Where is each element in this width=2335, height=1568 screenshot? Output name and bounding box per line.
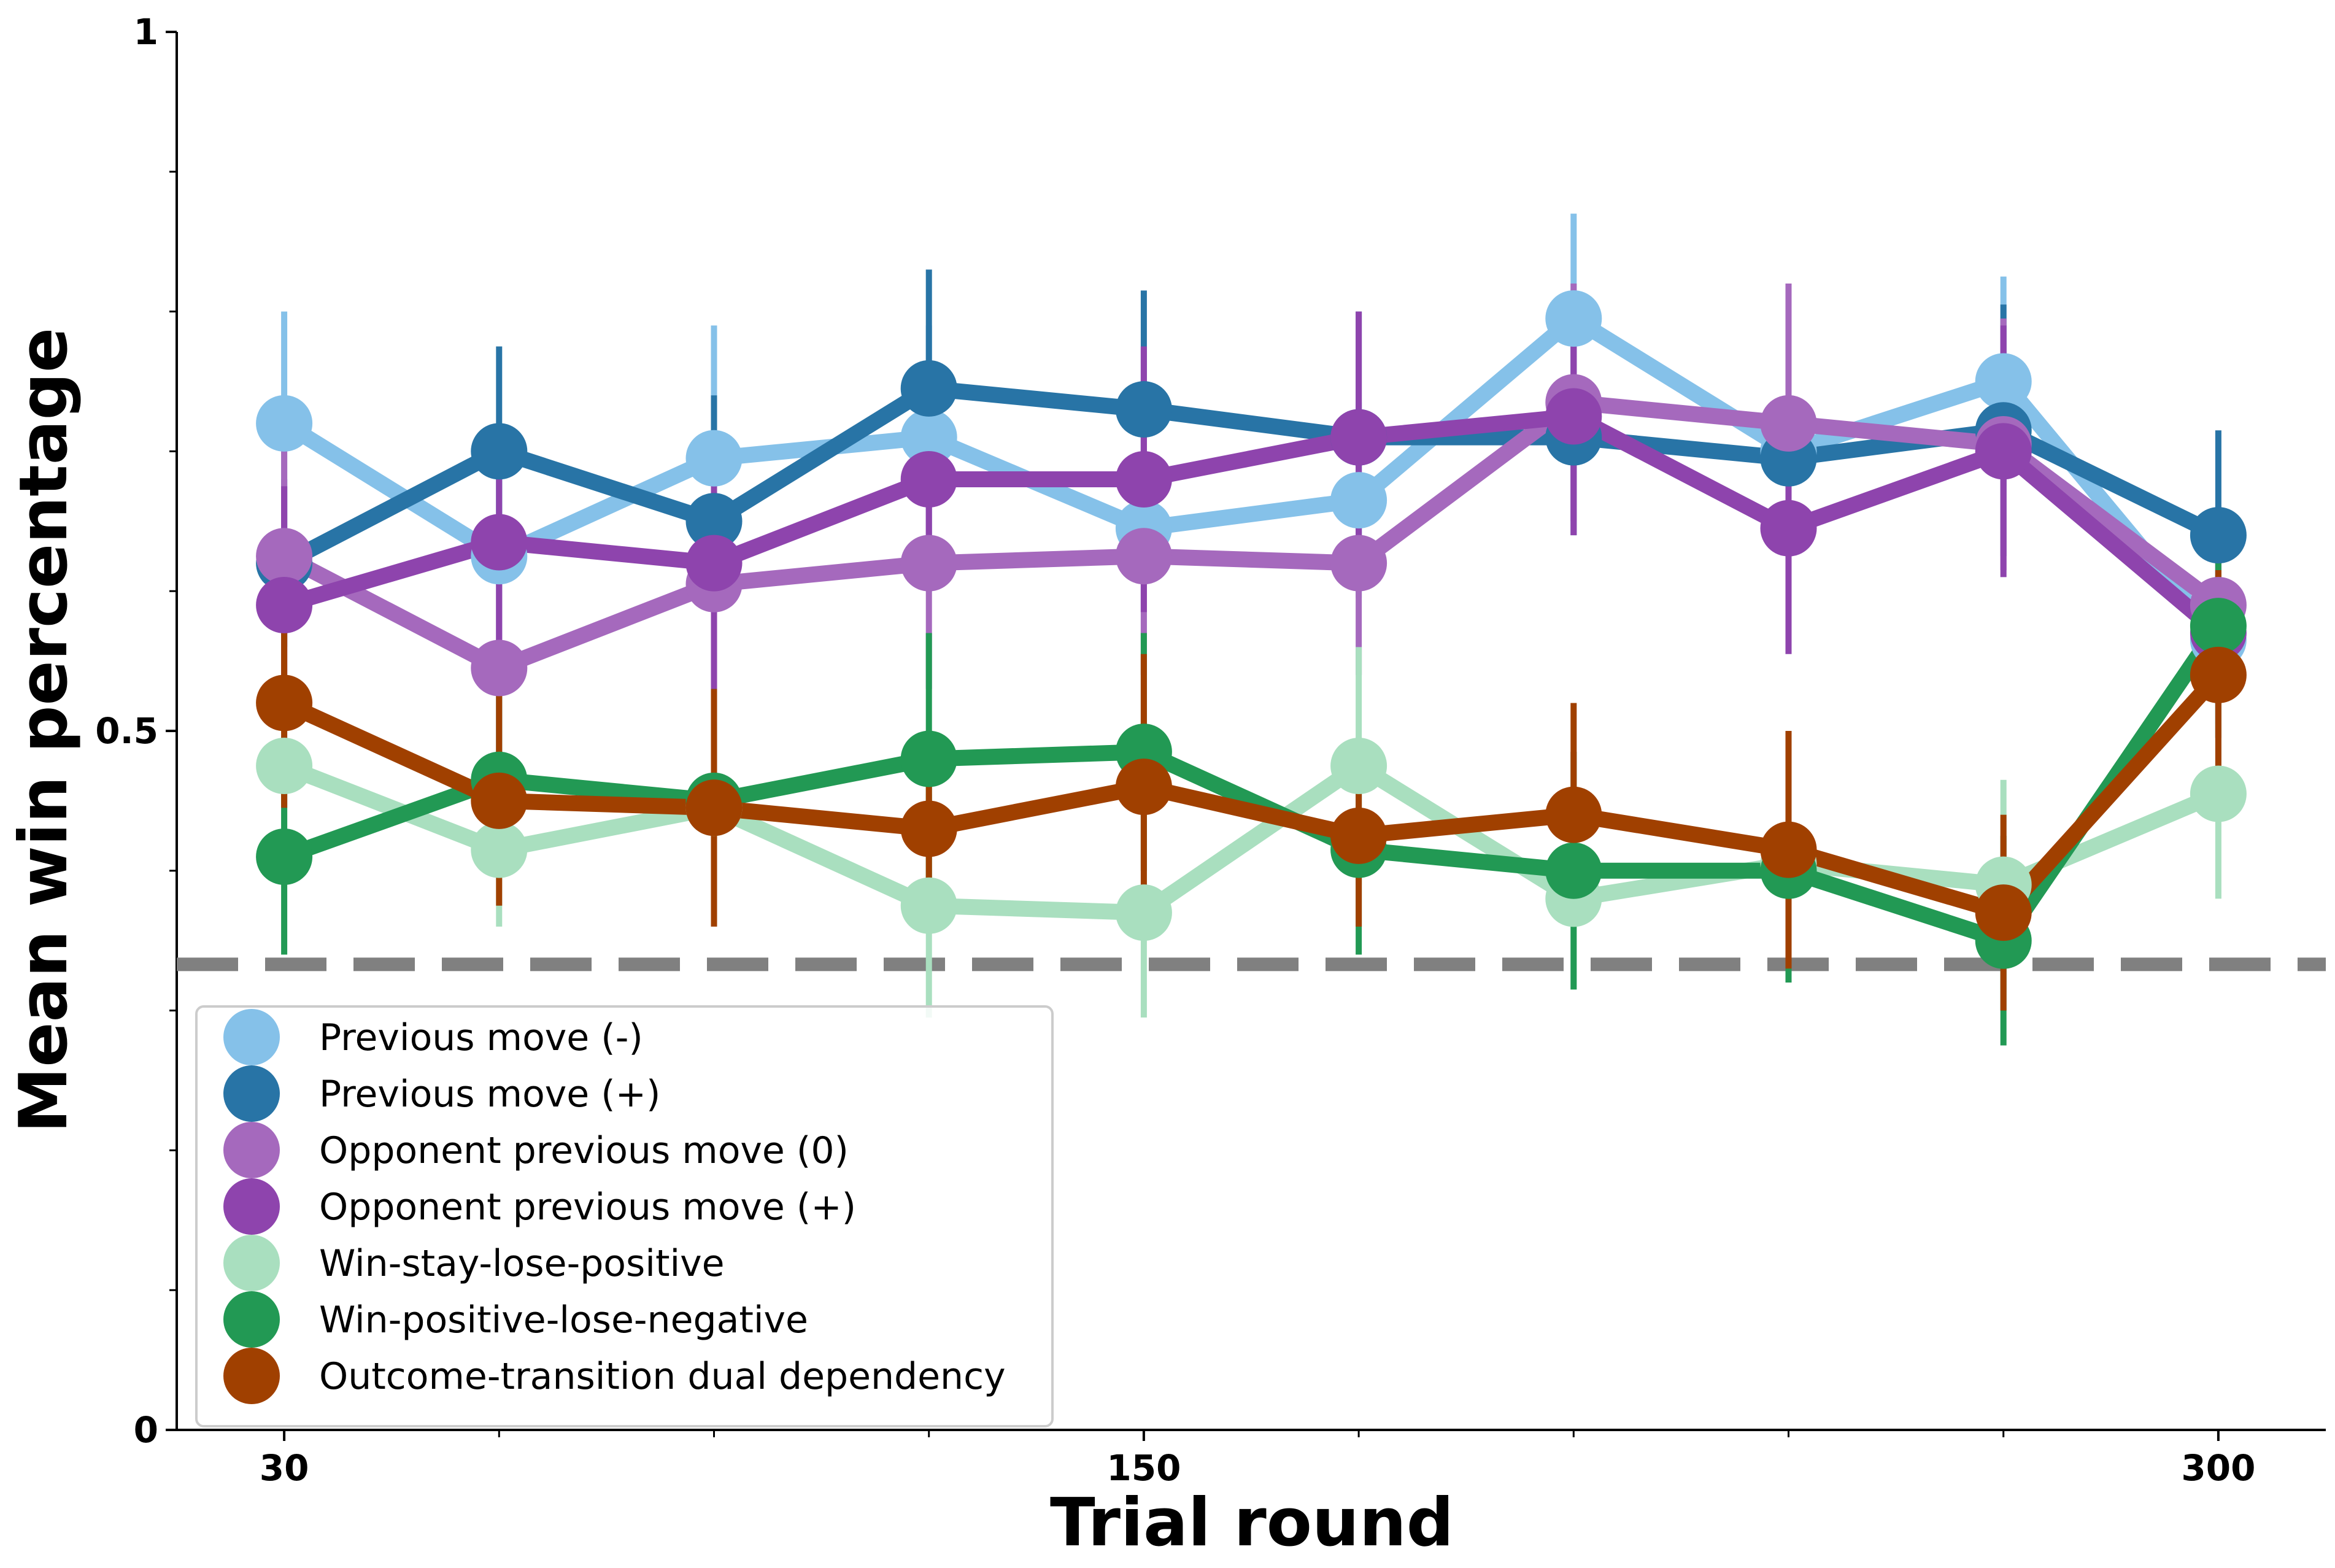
data-point [2190,765,2247,822]
legend-label: Win-positive-lose-negative [319,1299,808,1342]
data-point [256,737,313,794]
data-point [1545,786,1602,843]
series-line [276,310,2226,648]
data-point [1330,807,1387,864]
legend-marker [223,1291,280,1348]
data-point [471,772,528,829]
data-point [1760,821,1817,878]
data-point [471,821,528,878]
data-point [1115,528,1172,585]
data-point [256,528,313,585]
data-point [1115,450,1172,508]
data-point [1975,423,2032,480]
data-point [2190,598,2247,655]
data-point [471,514,528,571]
series-line [276,408,2226,641]
legend-marker [223,1122,280,1178]
data-point [471,423,528,480]
data-point [1115,381,1172,438]
series-line [276,618,2226,949]
y-tick-label: 1 [134,11,158,53]
data-point [900,409,957,466]
data-point [1545,388,1602,445]
series-line [276,380,2226,571]
y-axis-label: Mean win percentage [6,328,82,1133]
data-point [1330,472,1387,529]
data-point [2190,646,2247,703]
data-point [1760,500,1817,557]
data-point [685,430,743,487]
legend-label: Opponent previous move (0) [319,1129,849,1172]
legend-label: Outcome-transition dual dependency [319,1355,1006,1398]
data-point [685,779,743,836]
x-tick-label: 300 [2181,1447,2255,1489]
data-point [900,800,957,857]
series-line [276,666,2226,921]
data-point [900,877,957,934]
data-point [1115,884,1172,941]
data-point [900,730,957,787]
tick-labels: 0 0.5 1 30 150 300 [95,11,2255,1489]
data-point [1330,535,1387,592]
data-point [471,639,528,697]
data-point [900,450,957,508]
data-point [256,674,313,732]
data-point [1115,759,1172,816]
legend: Previous move (-) Previous move (+) Oppone… [195,1005,1054,1427]
data-point [900,535,957,592]
series-line [276,394,2226,676]
data-point [1760,395,1817,452]
data-point [1330,409,1387,466]
data-point [256,828,313,886]
legend-label: Previous move (-) [319,1016,643,1059]
data-point [685,535,743,592]
data-point [1330,737,1387,794]
data-point [256,576,313,633]
data-point [1975,884,2032,941]
legend-marker [223,1178,280,1235]
axes [166,31,2326,1441]
data-point [685,493,743,550]
legend-marker [223,1348,280,1404]
y-tick-label: 0.5 [95,710,158,752]
x-tick-label: 150 [1106,1447,1181,1489]
legend-label: Previous move (+) [319,1073,660,1116]
data-point [2190,507,2247,564]
data-point [1975,353,2032,410]
data-point [1545,290,1602,347]
legend-marker [223,1009,280,1065]
legend-label: Win-stay-lose-positive [319,1242,725,1285]
x-axis-label: Trial round [1050,1485,1454,1561]
legend-box [195,1005,1054,1427]
data-point [900,360,957,417]
data-point [1545,842,1602,899]
y-tick-label: 0 [134,1409,158,1451]
legend-marker [223,1065,280,1122]
series-lines [276,310,2226,949]
legend-label: Opponent previous move (+) [319,1186,856,1229]
data-point [256,395,313,452]
series-markers [256,290,2247,969]
legend-marker [223,1235,280,1291]
x-tick-label: 30 [260,1447,309,1489]
